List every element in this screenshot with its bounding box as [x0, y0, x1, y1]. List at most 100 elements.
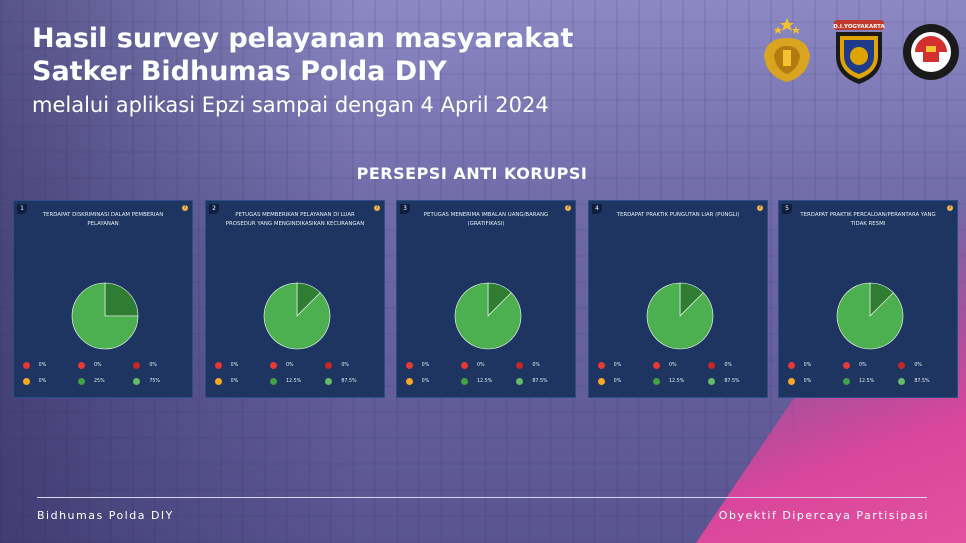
- legend-value: 0%: [230, 378, 239, 384]
- legend-dot-C: [516, 361, 524, 369]
- legend-value: 0%: [421, 378, 430, 384]
- legend-value: 0%: [230, 362, 239, 368]
- legend-item-E: 25%: [77, 377, 128, 385]
- legend-dot-E: [269, 377, 277, 385]
- chart-cards: 1? TERDAPAT DISKRIMINASI DALAM PEMBERIAN …: [10, 200, 960, 400]
- legend-dot-A: [22, 361, 30, 369]
- legend-item-C: 0%: [898, 361, 948, 369]
- legend-item-F: 87.5%: [325, 377, 375, 385]
- legend-dot-D: [214, 377, 222, 385]
- help-icon[interactable]: ?: [374, 205, 380, 211]
- legend-row: 0% 12.5% 87.5%: [403, 373, 569, 389]
- polri-emblem-icon: [764, 18, 810, 82]
- pie-slice-F[interactable]: [71, 282, 139, 350]
- title-line-2: Satker Bidhumas Polda DIY: [32, 56, 447, 87]
- legend-row: 0% 0% 0%: [20, 357, 186, 373]
- legend-item-F: 87.5%: [516, 377, 566, 385]
- legend-value: 0%: [421, 362, 430, 368]
- legend-dot-D: [22, 377, 30, 385]
- legend-item-B: 0%: [652, 361, 703, 369]
- legend-value: 0%: [476, 362, 485, 368]
- legend-item-A: 0%: [787, 361, 838, 369]
- legend-row: 0% 12.5% 87.5%: [212, 373, 378, 389]
- help-icon[interactable]: ?: [565, 205, 571, 211]
- chart-card-3: 3? PETUGAS MENERIMA IMBALAN UANG/BARANG (…: [396, 200, 576, 398]
- legend-value: 87.5%: [341, 378, 357, 384]
- legend-item-B: 0%: [269, 361, 320, 369]
- legend-dot-D: [787, 377, 795, 385]
- pie-chart: [263, 282, 331, 350]
- legend-dot-A: [787, 361, 795, 369]
- chart-legend: 0% 0% 0% 0% 12.5% 87.5%: [403, 357, 569, 389]
- pie-chart: [71, 282, 139, 350]
- pie-slice-F[interactable]: [836, 282, 904, 350]
- legend-dot-B: [269, 361, 277, 369]
- legend-value: 87.5%: [914, 378, 930, 384]
- legend-value: 87.5%: [724, 378, 740, 384]
- legend-value: 12.5%: [476, 378, 493, 384]
- legend-row: 0% 12.5% 87.5%: [595, 373, 761, 389]
- legend-dot-B: [77, 361, 85, 369]
- chart-title: TERDAPAT PRAKTIK PERCALOAN/PERANTARA YAN…: [800, 212, 936, 227]
- chart-title: PETUGAS MEMBERIKAN PELAYANAN DI LUAR PRO…: [225, 212, 365, 227]
- pie-slice-F[interactable]: [646, 282, 714, 350]
- legend-item-C: 0%: [708, 361, 758, 369]
- legend-value: 0%: [613, 362, 622, 368]
- legend-dot-C: [708, 361, 716, 369]
- legend-dot-E: [652, 377, 660, 385]
- help-icon[interactable]: ?: [182, 205, 188, 211]
- legend-value: 0%: [93, 362, 102, 368]
- chart-number: 5: [782, 204, 792, 214]
- help-icon[interactable]: ?: [947, 205, 953, 211]
- title-line-1: Hasil survey pelayanan masyarakat: [32, 23, 574, 54]
- legend-item-D: 0%: [214, 377, 265, 385]
- legend-value: 12.5%: [285, 378, 302, 384]
- chart-number: 2: [209, 204, 219, 214]
- legend-dot-C: [898, 361, 906, 369]
- chart-legend: 0% 0% 0% 0% 25% 75%: [20, 357, 186, 389]
- legend-dot-F: [516, 377, 524, 385]
- chart-number: 3: [400, 204, 410, 214]
- subtitle: melalui aplikasi Epzi sampai dengan 4 Ap…: [32, 93, 549, 117]
- pie-slice-F[interactable]: [454, 282, 522, 350]
- legend-item-D: 0%: [405, 377, 456, 385]
- legend-value: 25%: [93, 378, 105, 384]
- legend-item-E: 12.5%: [842, 377, 893, 385]
- chart-legend: 0% 0% 0% 0% 12.5% 87.5%: [595, 357, 761, 389]
- chart-card-5: 5? TERDAPAT PRAKTIK PERCALOAN/PERANTARA Y…: [778, 200, 958, 398]
- legend-item-B: 0%: [842, 361, 893, 369]
- legend-dot-E: [460, 377, 468, 385]
- polda-diy-shield-icon: D.I.YOGYAKARTA: [833, 20, 885, 84]
- humas-polri-emblem-icon: [903, 24, 959, 80]
- legend-value: 12.5%: [858, 378, 875, 384]
- help-icon[interactable]: ?: [757, 205, 763, 211]
- legend-item-B: 0%: [77, 361, 128, 369]
- legend-item-A: 0%: [405, 361, 456, 369]
- legend-value: 0%: [38, 362, 47, 368]
- legend-value: 0%: [38, 378, 47, 384]
- legend-dot-F: [325, 377, 333, 385]
- legend-row: 0% 0% 0%: [403, 357, 569, 373]
- footer-right-text: Obyektif Dipercaya Partisipasi: [718, 509, 929, 522]
- legend-dot-F: [898, 377, 906, 385]
- chart-legend: 0% 0% 0% 0% 12.5% 87.5%: [212, 357, 378, 389]
- legend-row: 0% 12.5% 87.5%: [785, 373, 951, 389]
- pie-slice-F[interactable]: [263, 282, 331, 350]
- legend-item-C: 0%: [516, 361, 566, 369]
- legend-value: 0%: [613, 378, 622, 384]
- pie-chart: [454, 282, 522, 350]
- legend-item-E: 12.5%: [269, 377, 320, 385]
- legend-dot-A: [214, 361, 222, 369]
- chart-number: 4: [592, 204, 602, 214]
- legend-dot-C: [133, 361, 141, 369]
- legend-value: 0%: [724, 362, 732, 368]
- badge-text: D.I.YOGYAKARTA: [833, 24, 885, 30]
- chart-number: 1: [17, 204, 27, 214]
- pie-slice-E[interactable]: [104, 282, 139, 317]
- legend-dot-F: [133, 377, 141, 385]
- legend-item-F: 87.5%: [898, 377, 948, 385]
- legend-value: 0%: [532, 362, 540, 368]
- footer-left-text: Bidhumas Polda DIY: [37, 509, 174, 522]
- legend-dot-E: [842, 377, 850, 385]
- legend-item-E: 12.5%: [652, 377, 703, 385]
